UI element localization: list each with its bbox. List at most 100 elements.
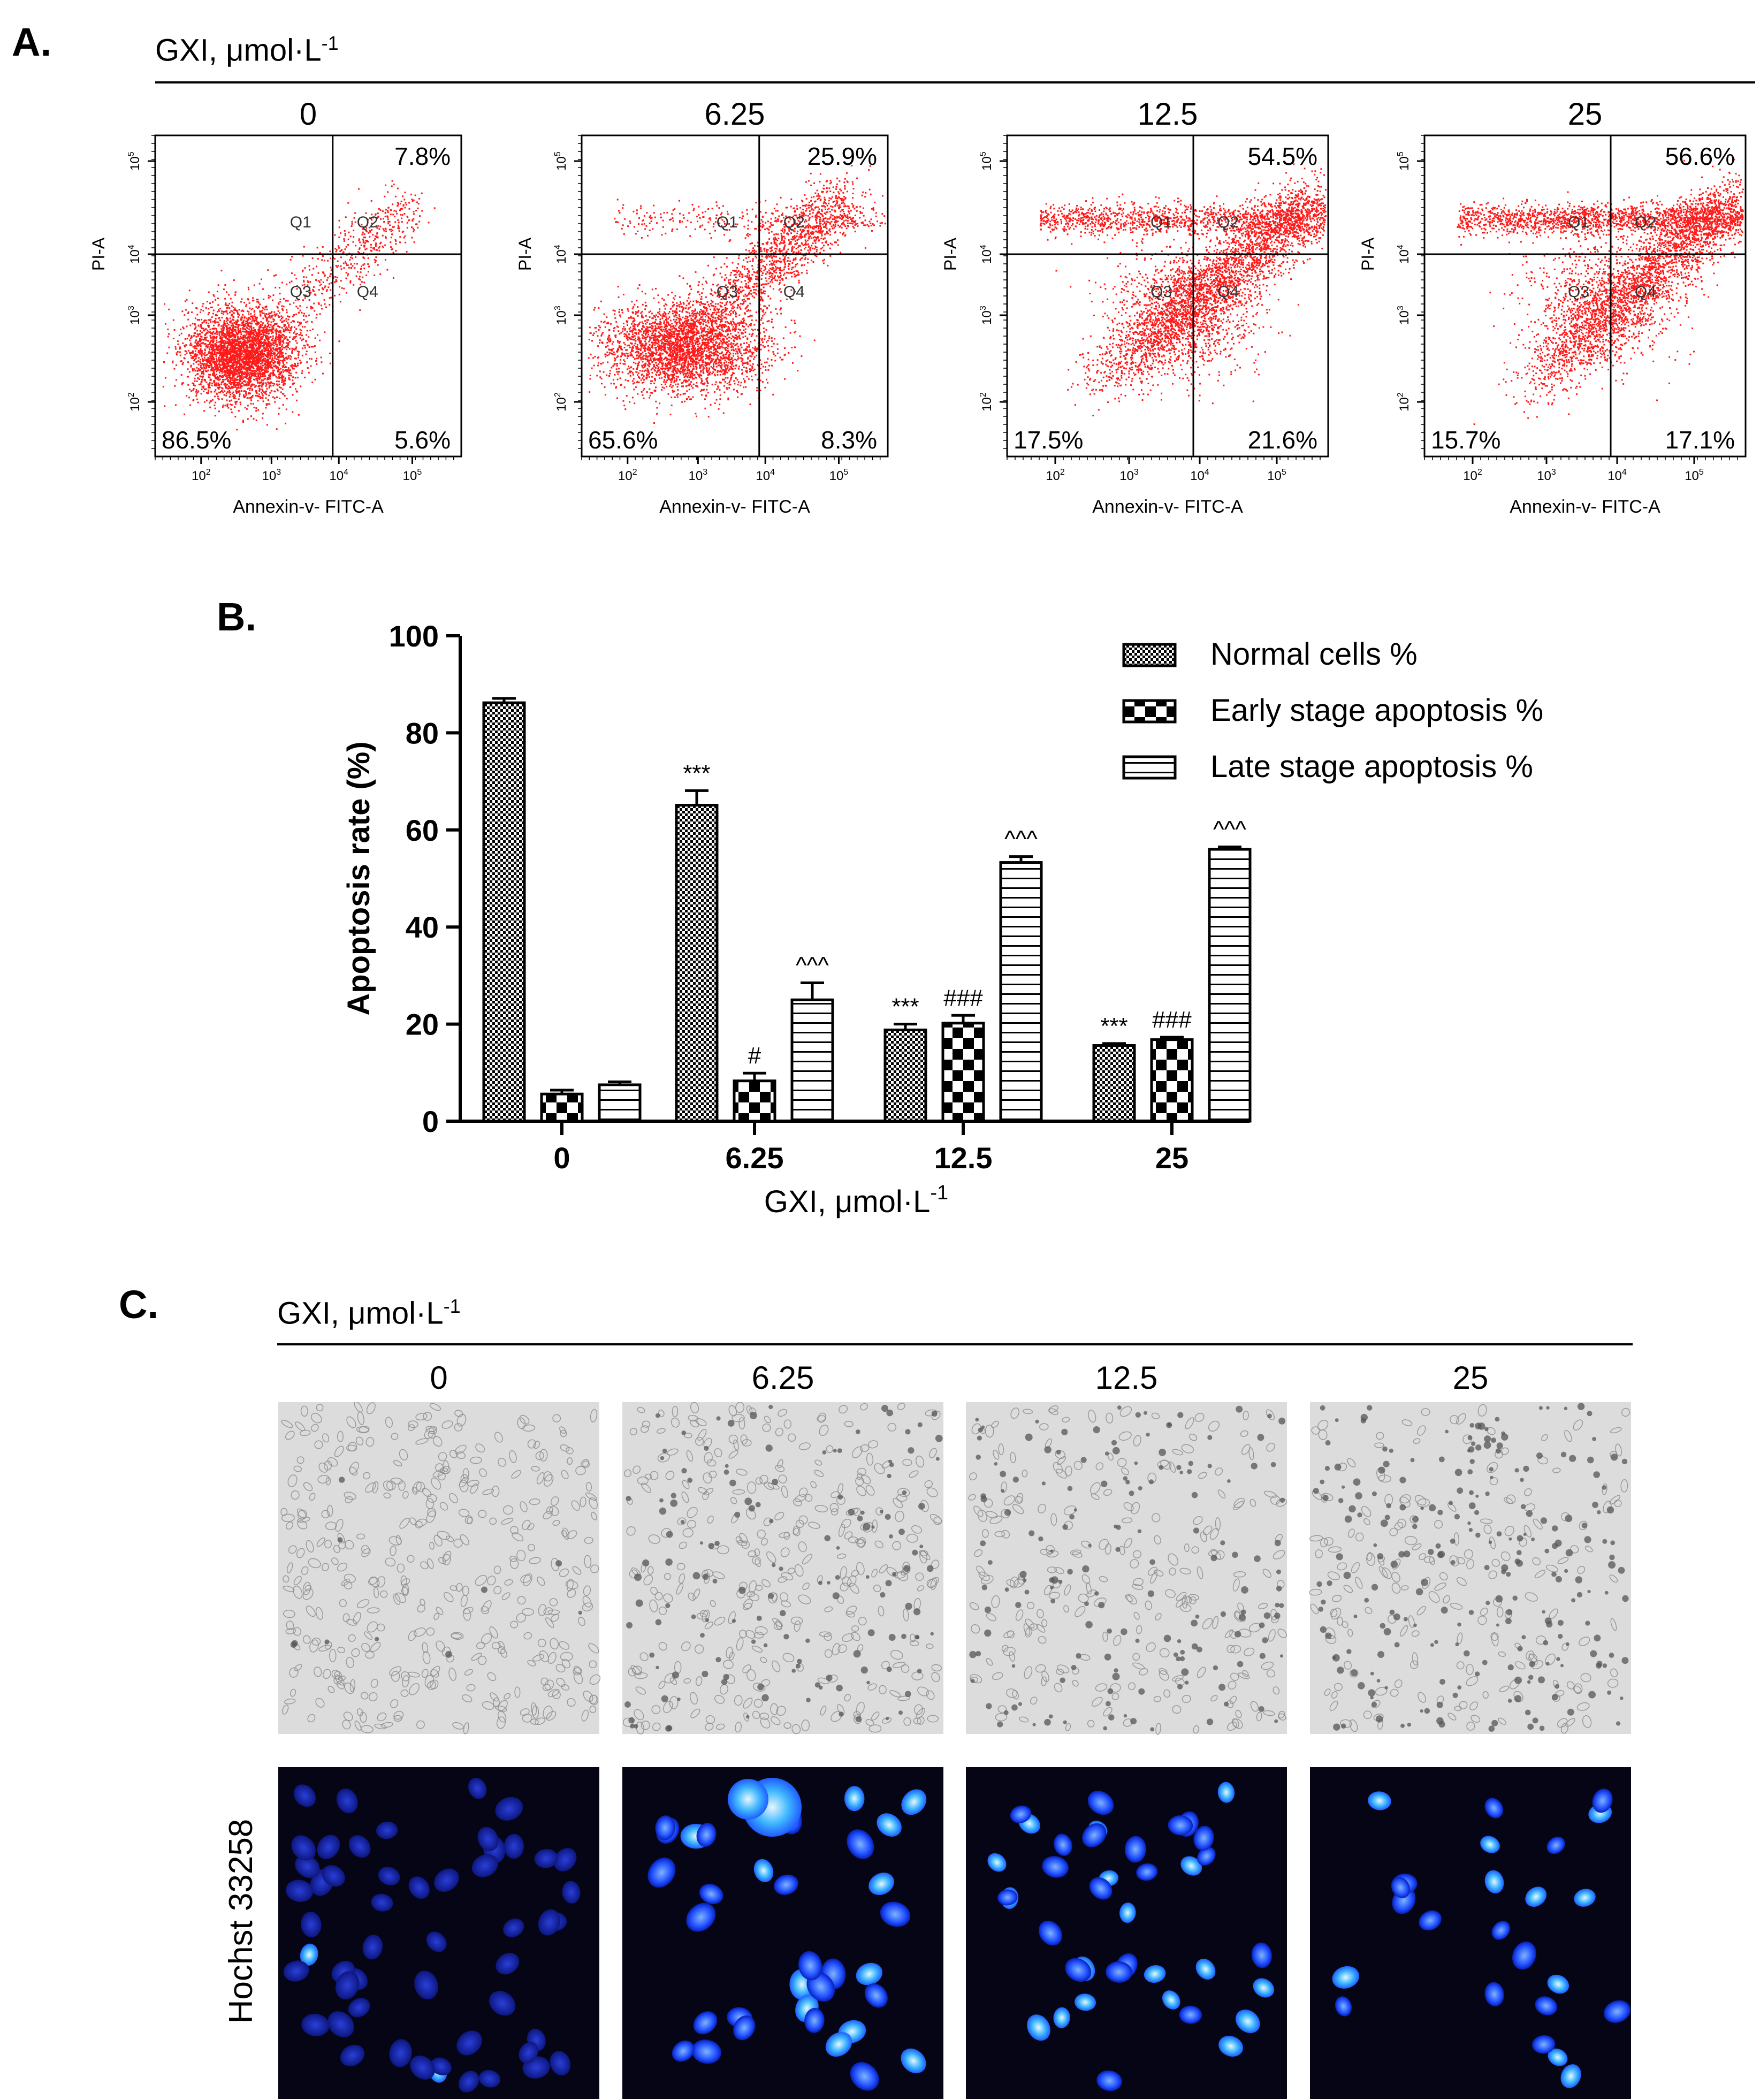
- dose-label-25: 25: [1310, 1359, 1631, 1396]
- flow-y-tick-label: 105: [553, 151, 569, 171]
- quadrant-label-q1: Q1: [1151, 214, 1172, 231]
- quadrant-percent-q4: 5.6%: [394, 426, 451, 454]
- quadrant-percent-q3: 17.5%: [1014, 426, 1083, 454]
- bar-1-3: [1150, 1038, 1194, 1123]
- flow-y-axis-label: PI-A: [89, 237, 108, 271]
- quadrant-label-q3: Q3: [1568, 283, 1589, 301]
- panel-c-label: C.: [119, 1282, 158, 1327]
- quadrant-label-q2: Q2: [783, 214, 805, 231]
- flow-x-axis-label: Annexin-v- FITC-A: [659, 497, 810, 517]
- quadrant-percent-q2: 7.8%: [394, 142, 451, 170]
- x-tick-label: 12.5: [934, 1141, 993, 1175]
- significance-mark: ###: [943, 985, 983, 1011]
- x-axis-title: GXI, μmol·L-1: [764, 1182, 948, 1219]
- flow-x-tick-label: 104: [1190, 468, 1209, 483]
- flow-x-axis-label: Annexin-v- FITC-A: [1510, 497, 1660, 517]
- bar-2-3: [1208, 848, 1252, 1123]
- flow-plot-dose: 6.25: [705, 97, 765, 132]
- significance-mark: ###: [1152, 1007, 1192, 1033]
- legend-swatch-0: [1122, 643, 1177, 667]
- hochst-image-3: [1310, 1767, 1631, 2099]
- flow-y-tick-label: 105: [1396, 151, 1412, 171]
- significance-mark: ***: [683, 760, 710, 786]
- brightfield-image-1: [622, 1402, 943, 1734]
- flow-x-tick-label: 105: [403, 468, 422, 483]
- flow-plot-events: [1039, 154, 1327, 416]
- quadrant-label-q4: Q4: [1635, 283, 1656, 301]
- x-tick-label: 25: [1155, 1141, 1188, 1175]
- hochst-image-2: [966, 1767, 1287, 2099]
- flow-y-axis-label: PI-A: [515, 237, 535, 271]
- quadrant-label-q2: Q2: [357, 214, 378, 231]
- flow-x-tick-label: 103: [262, 468, 281, 483]
- flow-cytometry-plots: 0 Q1 Q2 Q3 Q4 7.8% 86.5% 5.6% 102 103 104 105 102 103…: [89, 97, 1747, 517]
- flow-y-tick-label: 102: [127, 392, 142, 412]
- quadrant-percent-q2: 25.9%: [807, 142, 877, 170]
- significance-mark: ***: [892, 994, 919, 1020]
- flow-y-tick-label: 102: [979, 392, 994, 412]
- flow-y-axis-label: PI-A: [941, 237, 960, 271]
- flow-y-tick-label: 102: [553, 392, 569, 412]
- flow-x-tick-label: 104: [756, 468, 775, 483]
- bar-2-2: [999, 861, 1043, 1123]
- quadrant-label-q2: Q2: [1635, 214, 1656, 231]
- flow-plot-3: 25 Q1 Q2 Q3 Q4 56.6% 15.7% 17.1% 102 103 104 105 102…: [1358, 97, 1747, 517]
- flow-y-tick-label: 105: [979, 151, 994, 171]
- flow-y-tick-label: 104: [1396, 245, 1412, 264]
- quadrant-percent-q3: 86.5%: [162, 426, 231, 454]
- flow-y-tick-label: 103: [979, 306, 994, 325]
- quadrant-label-q3: Q3: [717, 283, 738, 301]
- quadrant-percent-q4: 21.6%: [1248, 426, 1317, 454]
- panel-a-header-sup: -1: [322, 32, 339, 54]
- bar-1-2: [941, 1022, 985, 1123]
- brightfield-image-3: [1309, 1402, 1631, 1734]
- quadrant-label-q1: Q1: [717, 214, 738, 231]
- bar-0-3: [1092, 1044, 1136, 1123]
- flow-y-tick-label: 102: [1396, 392, 1412, 412]
- quadrant-label-q1: Q1: [1568, 214, 1589, 231]
- flow-x-tick-label: 102: [1463, 468, 1482, 483]
- flow-x-tick-label: 104: [1607, 468, 1627, 483]
- brightfield-image-0: [278, 1402, 601, 1734]
- quadrant-label-q4: Q4: [357, 283, 378, 301]
- flow-y-tick-label: 104: [979, 245, 994, 264]
- flow-y-tick-label: 105: [127, 151, 142, 171]
- quadrant-percent-q2: 56.6%: [1665, 142, 1735, 170]
- flow-x-tick-label: 102: [1046, 468, 1065, 483]
- flow-y-axis-label: PI-A: [1358, 237, 1377, 271]
- flow-plot-frame: [1423, 134, 1747, 458]
- quadrant-label-q1: Q1: [290, 214, 311, 231]
- flow-x-tick-label: 105: [829, 468, 849, 483]
- bar-0-1: [675, 804, 719, 1123]
- quadrant-label-q3: Q3: [1151, 283, 1172, 301]
- dose-label-12.5: 12.5: [966, 1359, 1287, 1396]
- bar-1-1: [733, 1079, 776, 1123]
- flow-plot-events: [162, 180, 436, 431]
- legend-label-1: Early stage apoptosis %: [1210, 693, 1543, 728]
- panel-c-header: GXI, μmol·L-1: [277, 1295, 461, 1331]
- dose-label-0: 0: [278, 1359, 599, 1396]
- panel-a-label: A.: [12, 19, 51, 65]
- apoptosis-bar-chart: 0 20 40 60 80 100 Apoptosis rate (%) 0 6.25 *** # ^…: [341, 619, 1543, 1219]
- flow-x-tick-label: 103: [689, 468, 708, 483]
- y-tick-label: 0: [422, 1105, 439, 1138]
- legend-swatch-1: [1122, 699, 1177, 724]
- flow-x-tick-label: 102: [192, 468, 211, 483]
- flow-plot-dose: 0: [300, 97, 317, 132]
- y-axis-title: Apoptosis rate (%): [341, 741, 376, 1015]
- quadrant-percent-q3: 15.7%: [1431, 426, 1500, 454]
- significance-mark: ^^^: [1004, 826, 1038, 853]
- y-tick-label: 80: [406, 716, 439, 750]
- y-tick-label: 40: [406, 910, 439, 944]
- flow-x-tick-label: 103: [1537, 468, 1556, 483]
- flow-x-axis-label: Annexin-v- FITC-A: [1092, 497, 1243, 517]
- significance-mark: #: [748, 1043, 761, 1069]
- flow-plot-dose: 25: [1568, 97, 1603, 132]
- quadrant-percent-q4: 8.3%: [821, 426, 877, 454]
- flow-y-tick-label: 104: [127, 245, 142, 264]
- quadrant-percent-q4: 17.1%: [1665, 426, 1735, 454]
- hochst-image-1: [622, 1767, 943, 2099]
- legend-label-0: Normal cells %: [1210, 637, 1418, 672]
- quadrant-percent-q2: 54.5%: [1248, 142, 1317, 170]
- panel-b-label: B.: [217, 594, 256, 640]
